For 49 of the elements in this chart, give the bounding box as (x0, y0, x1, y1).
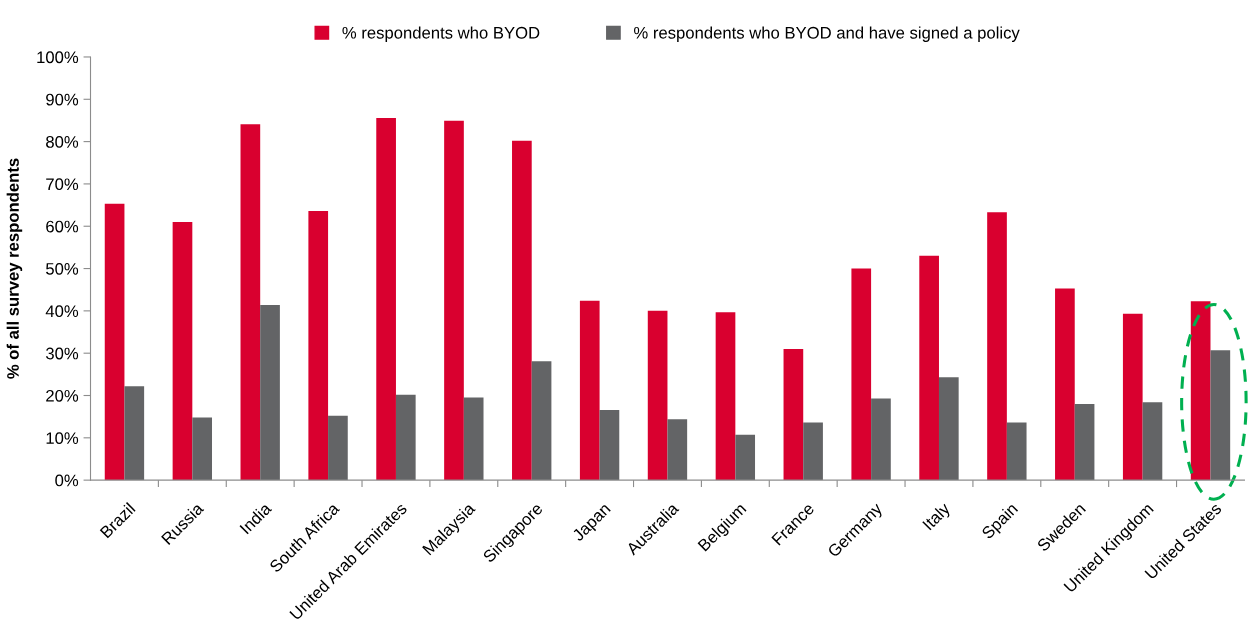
y-tick-label: 20% (46, 389, 79, 402)
y-tick-label: 80% (46, 136, 79, 148)
bar (919, 255, 939, 481)
bar (1122, 313, 1143, 481)
y-tick-label: 50% (46, 262, 79, 275)
bar (463, 397, 484, 481)
bar (1142, 402, 1163, 481)
bar (599, 409, 620, 481)
x-tick-label: Italy (921, 501, 954, 533)
bar (851, 268, 872, 481)
bar (803, 422, 823, 481)
bar (783, 348, 804, 481)
bar (1055, 288, 1075, 481)
bar (172, 222, 193, 481)
bar (1006, 422, 1027, 481)
bar (735, 434, 756, 481)
bar (512, 140, 532, 481)
bar (531, 361, 552, 481)
legend-label: % respondents who BYOD and have signed a policy (634, 26, 1020, 42)
y-tick-label: 0% (55, 474, 79, 487)
bar (444, 120, 464, 481)
y-tick-label: 10% (46, 432, 79, 445)
bar (938, 377, 959, 481)
bar (871, 398, 891, 481)
bar (715, 312, 736, 481)
bar (647, 310, 668, 481)
bar (104, 203, 125, 481)
bar (1074, 403, 1095, 481)
bar (395, 394, 416, 481)
bar (1210, 350, 1231, 481)
bar (308, 211, 329, 481)
bar (1190, 301, 1211, 481)
bar (192, 417, 213, 481)
y-tick-label: 90% (46, 93, 79, 106)
bar (376, 117, 396, 481)
y-axis-title: % of all survey respondents (6, 158, 23, 379)
bar (240, 124, 261, 481)
legend-label: % respondents who BYOD (342, 26, 540, 42)
bar (987, 212, 1007, 481)
y-tick-label: 40% (45, 305, 79, 318)
y-tick-label: 100% (37, 51, 79, 64)
y-tick-label: 70% (46, 178, 79, 191)
bar (667, 419, 688, 481)
bar (124, 386, 145, 481)
bar (579, 300, 600, 481)
bar (328, 415, 348, 481)
y-tick-label: 60% (46, 220, 79, 233)
bar (260, 304, 280, 481)
y-tick-label: 30% (45, 347, 79, 360)
